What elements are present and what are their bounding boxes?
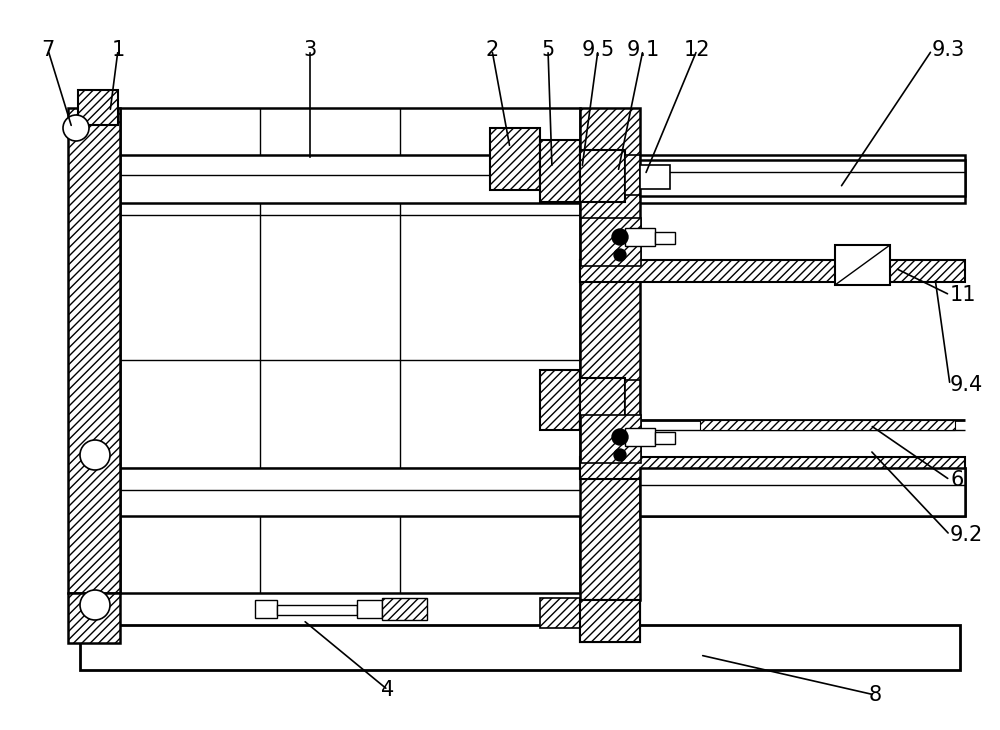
Text: 8: 8 bbox=[868, 685, 882, 705]
Bar bbox=[625, 380, 640, 420]
Text: 7: 7 bbox=[41, 40, 55, 60]
Bar bbox=[655, 432, 675, 444]
Circle shape bbox=[614, 449, 626, 461]
Bar bbox=[540, 598, 580, 628]
Bar bbox=[700, 420, 955, 430]
Bar bbox=[120, 108, 580, 593]
Text: 9.1: 9.1 bbox=[626, 40, 660, 60]
Bar bbox=[581, 218, 641, 266]
Bar bbox=[625, 228, 655, 246]
Circle shape bbox=[63, 115, 89, 141]
Bar bbox=[580, 150, 625, 202]
Text: 9.5: 9.5 bbox=[581, 40, 615, 60]
Circle shape bbox=[614, 249, 626, 261]
Circle shape bbox=[612, 229, 628, 245]
Bar bbox=[640, 468, 965, 516]
Text: 12: 12 bbox=[684, 40, 710, 60]
Circle shape bbox=[80, 440, 110, 470]
Bar bbox=[580, 600, 640, 642]
Bar bbox=[580, 108, 640, 600]
Bar bbox=[580, 260, 965, 282]
Circle shape bbox=[80, 590, 110, 620]
Text: 9.4: 9.4 bbox=[950, 375, 983, 395]
Text: 6: 6 bbox=[950, 470, 963, 490]
Text: 2: 2 bbox=[485, 40, 499, 60]
Bar bbox=[540, 140, 580, 202]
Bar bbox=[580, 457, 965, 479]
Circle shape bbox=[612, 429, 628, 445]
Bar bbox=[640, 160, 965, 196]
Bar bbox=[580, 378, 625, 430]
Bar bbox=[382, 598, 427, 620]
Text: 5: 5 bbox=[541, 40, 555, 60]
Text: 4: 4 bbox=[381, 680, 395, 700]
Bar bbox=[540, 370, 580, 430]
Bar bbox=[625, 428, 655, 446]
Bar bbox=[255, 600, 277, 618]
Text: 1: 1 bbox=[111, 40, 125, 60]
Bar bbox=[640, 165, 670, 189]
Bar bbox=[80, 625, 960, 670]
Text: 9.3: 9.3 bbox=[932, 40, 965, 60]
Bar bbox=[68, 593, 120, 643]
Bar bbox=[357, 600, 382, 618]
Bar bbox=[835, 245, 890, 285]
Bar bbox=[581, 415, 641, 463]
Bar bbox=[120, 155, 965, 203]
Text: 3: 3 bbox=[303, 40, 317, 60]
Bar bbox=[120, 468, 965, 516]
Bar bbox=[625, 155, 640, 195]
Bar bbox=[655, 232, 675, 244]
Bar bbox=[490, 128, 540, 190]
Text: 9.2: 9.2 bbox=[950, 525, 983, 545]
Bar bbox=[78, 90, 118, 125]
Bar bbox=[68, 108, 120, 593]
Text: 11: 11 bbox=[950, 285, 976, 305]
Bar bbox=[277, 605, 357, 615]
Bar bbox=[580, 600, 640, 642]
